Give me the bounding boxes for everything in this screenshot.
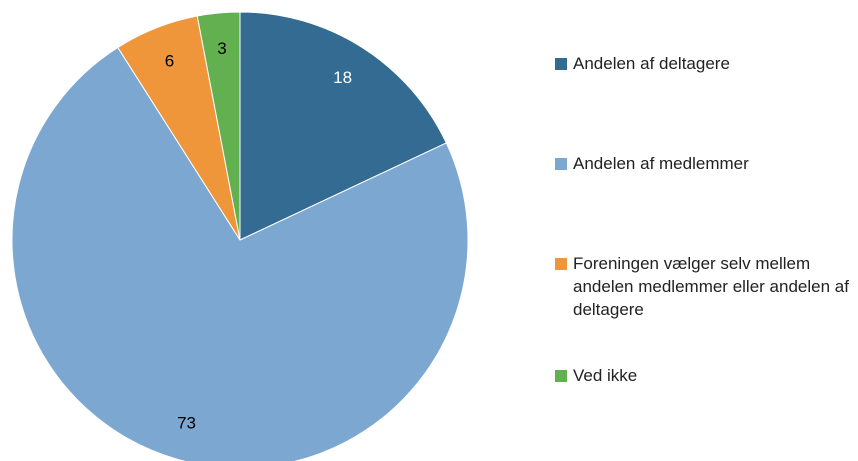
- legend-swatch: [555, 158, 567, 170]
- data-label: 6: [165, 51, 174, 70]
- legend-swatch: [555, 58, 567, 70]
- legend-label: Andelen af deltagere: [573, 54, 730, 73]
- pie-slice: [11, 46, 469, 461]
- pie-slice: [196, 11, 241, 241]
- legend-item: Andelen af medlemmer: [555, 152, 855, 175]
- legend-item: Foreningen vælger selv mellem andelen me…: [555, 252, 855, 321]
- data-label: 73: [177, 413, 196, 432]
- legend-swatch: [555, 258, 567, 270]
- legend-label: Foreningen vælger selv mellem andelen me…: [573, 254, 849, 319]
- legend-swatch: [555, 370, 567, 382]
- legend-item: Andelen af deltagere: [555, 52, 855, 75]
- legend-label: Andelen af medlemmer: [573, 154, 749, 173]
- chart: 18 73 6 3: [11, 11, 469, 461]
- legend-label: Ved ikke: [573, 366, 638, 385]
- data-label: 18: [333, 68, 352, 87]
- pie-slice: [239, 11, 447, 241]
- legend-item: Ved ikke: [555, 364, 855, 387]
- data-label: 3: [217, 39, 226, 58]
